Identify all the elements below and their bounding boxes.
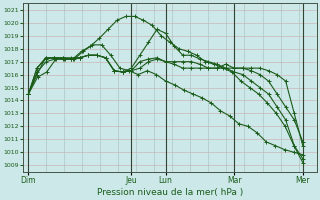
X-axis label: Pression niveau de la mer( hPa ): Pression niveau de la mer( hPa ) bbox=[97, 188, 243, 197]
